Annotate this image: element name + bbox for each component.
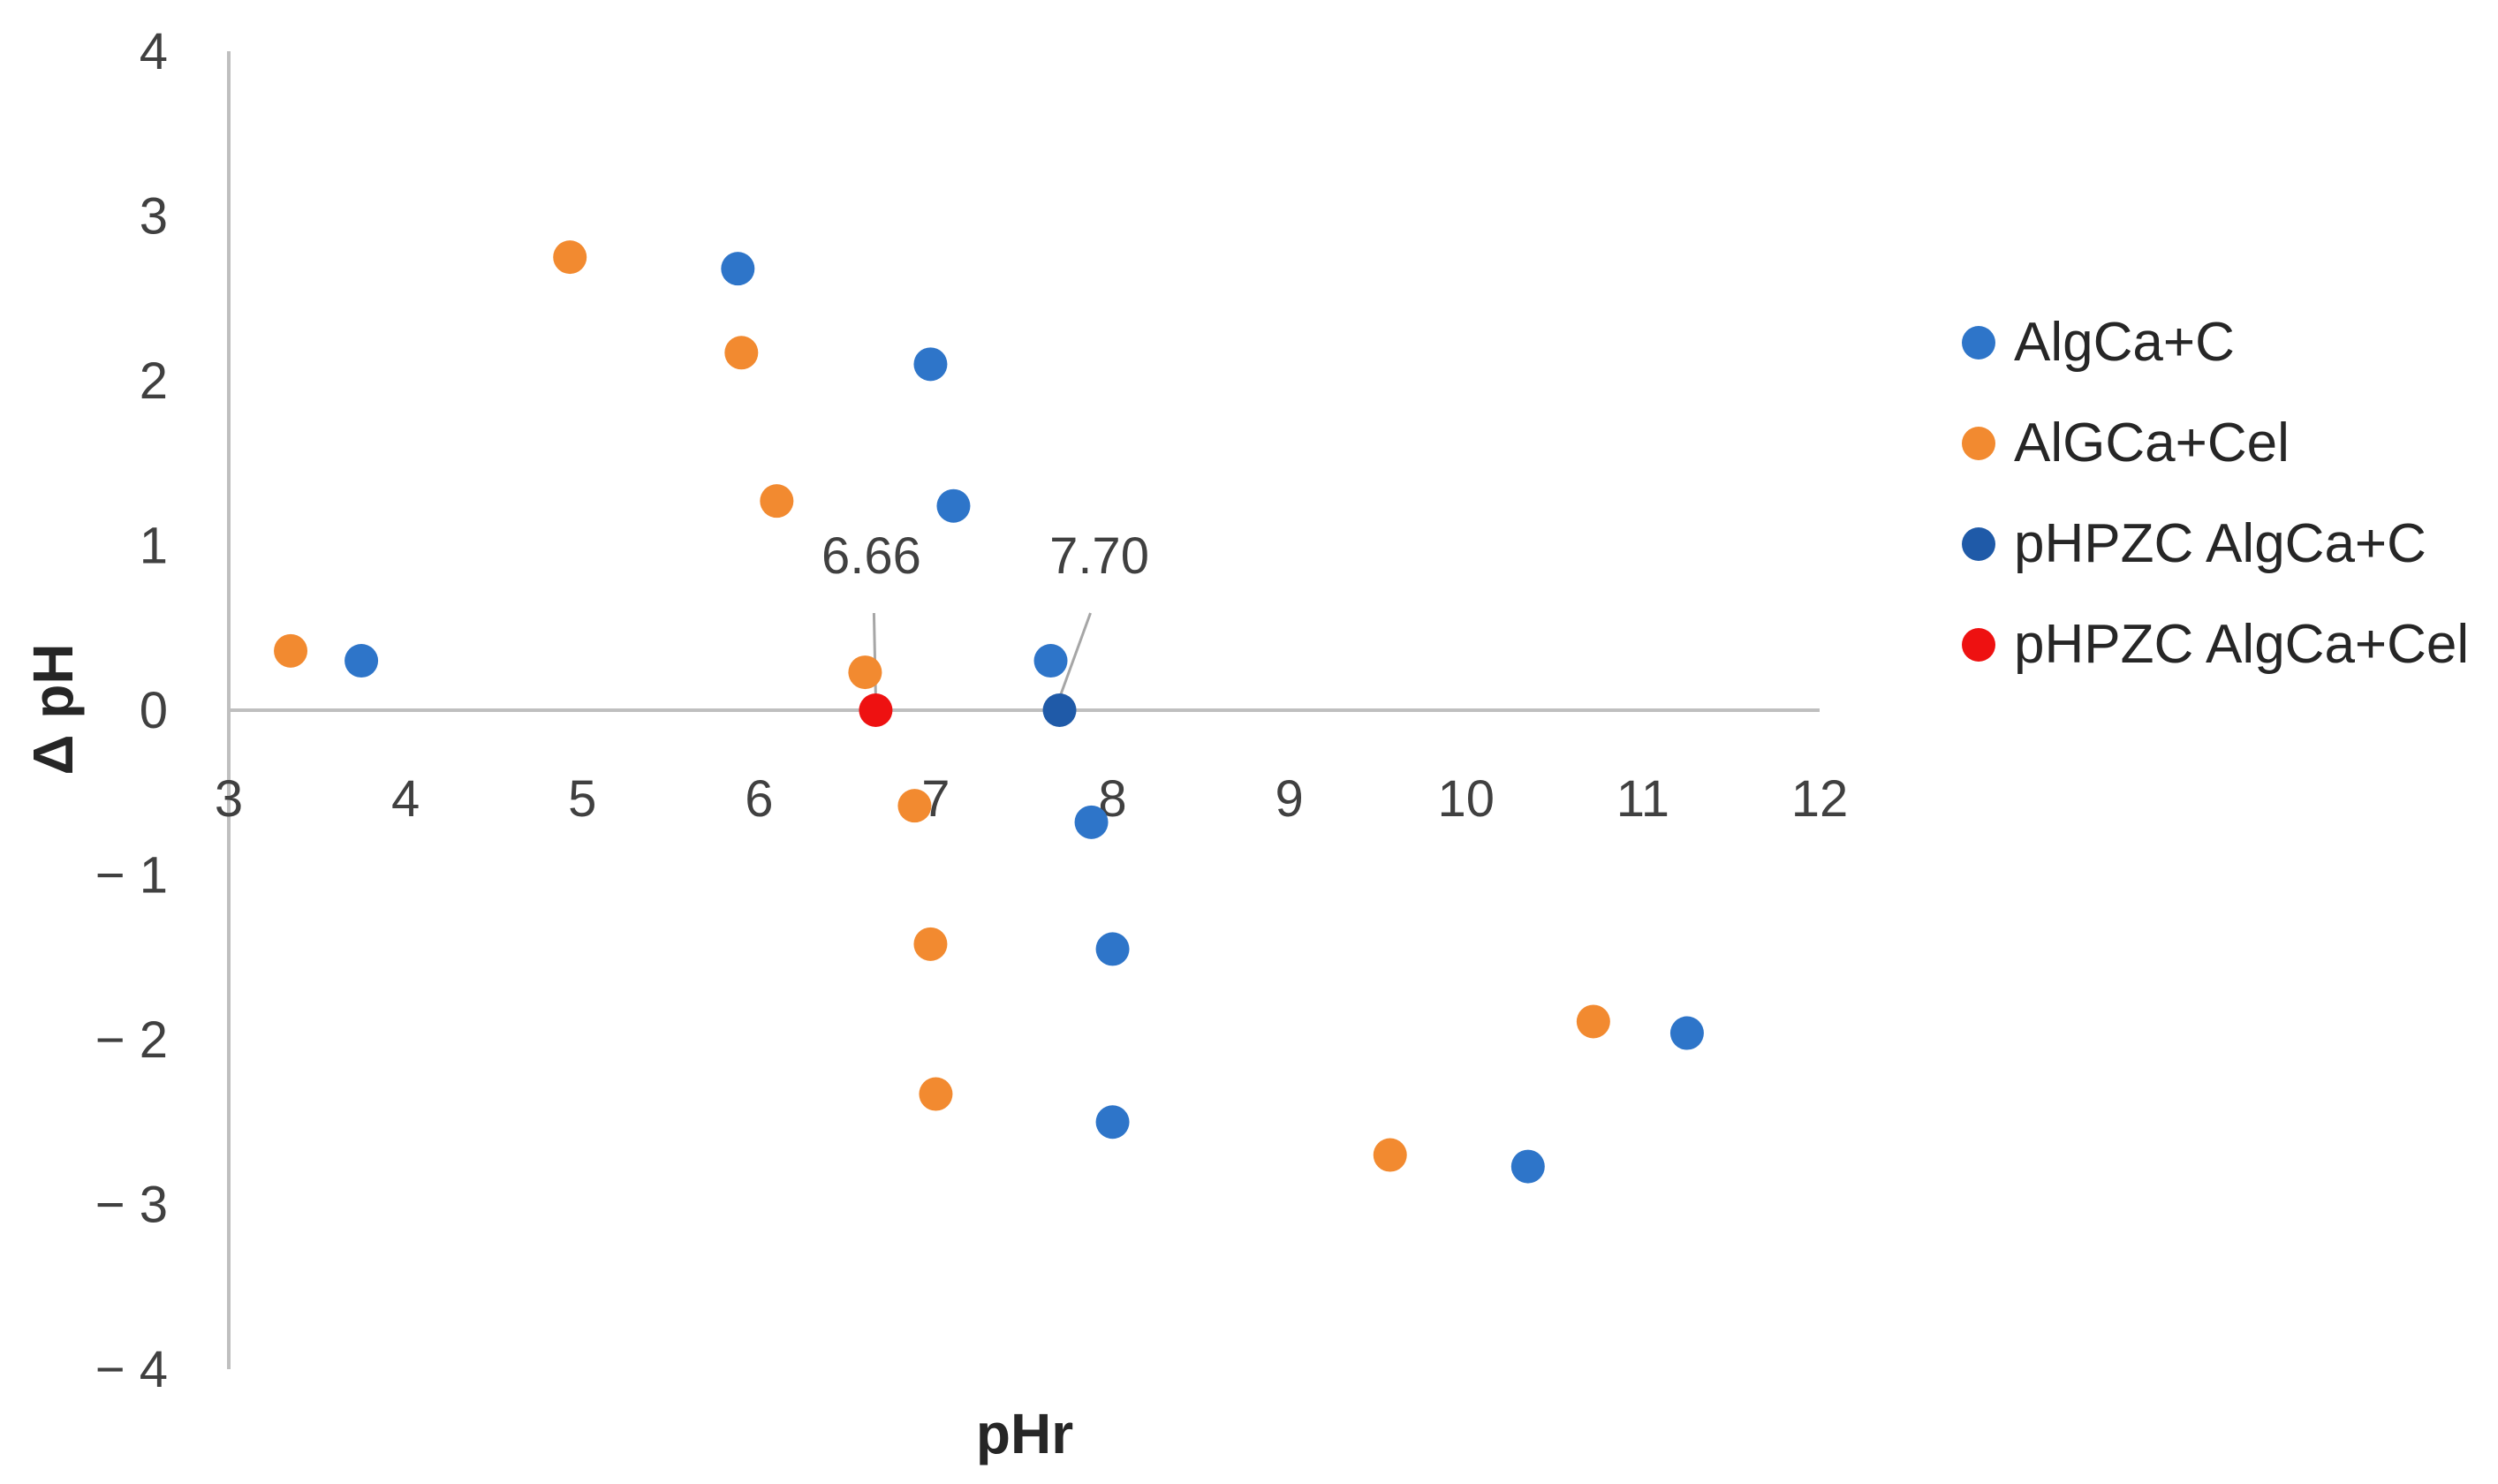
x-tick-label: 5 (568, 770, 596, 828)
y-tick-label: − 4 (95, 1341, 168, 1398)
data-points (274, 240, 1704, 1184)
annotation-label: 6.66 (821, 527, 921, 585)
data-point-series-1 (1510, 1149, 1545, 1184)
axes (227, 51, 1820, 1369)
legend-label: pHPZC AlgCa+Cel (2014, 614, 2469, 675)
y-tick-label: − 2 (95, 1011, 168, 1069)
x-tick-labels: 3 4 5 6 7 8 9 10 11 12 (215, 770, 1848, 828)
data-point-series-4 (859, 693, 893, 727)
legend-label: pHPZC AlgCa+C (2014, 513, 2426, 574)
data-point-series-1 (1669, 1016, 1704, 1050)
data-point-series-1 (1033, 644, 1068, 678)
data-point-series-1 (1074, 805, 1109, 839)
annotation-label: 7.70 (1049, 527, 1149, 585)
data-point-series-2 (724, 336, 759, 370)
data-point-series-2 (553, 240, 587, 275)
data-point-series-2 (919, 1077, 953, 1111)
y-axis-title: Δ pH (21, 643, 85, 775)
y-tick-label: − 1 (95, 847, 168, 905)
data-point-series-2 (760, 484, 794, 519)
y-tick-label: 3 (140, 188, 168, 246)
x-tick-label: 3 (215, 770, 243, 828)
legend-marker (1962, 326, 1995, 360)
data-point-series-2 (897, 789, 932, 823)
data-point-series-2 (913, 927, 948, 961)
x-tick-label: 10 (1438, 770, 1495, 828)
data-point-series-1 (1095, 932, 1130, 966)
x-tick-label: 6 (745, 770, 773, 828)
data-point-series-1 (721, 252, 755, 286)
legend: AlgCa+C AlGCa+Cel pHPZC AlgCa+C pHPZC AlgCa… (1962, 312, 2469, 675)
legend-marker (1962, 628, 1995, 662)
x-tick-label: 4 (391, 770, 420, 828)
x-tick-label: 11 (1616, 770, 1669, 828)
y-tick-label: 0 (140, 682, 168, 739)
data-point-series-2 (848, 655, 882, 690)
y-tick-label: − 3 (95, 1177, 168, 1234)
legend-marker (1962, 527, 1995, 561)
data-point-series-1 (1095, 1105, 1130, 1140)
data-point-series-1 (936, 488, 971, 523)
data-point-series-1 (344, 644, 379, 678)
x-tick-label: 12 (1791, 770, 1849, 828)
x-tick-label: 9 (1275, 770, 1304, 828)
data-point-series-3 (1042, 693, 1077, 727)
legend-label: AlgCa+C (2014, 312, 2235, 373)
y-tick-label: 2 (140, 352, 168, 410)
y-tick-label: 1 (140, 518, 168, 575)
y-tick-labels: 4 3 2 1 0 − 1 − 2 − 3 − 4 (95, 23, 168, 1398)
data-point-series-2 (1576, 1004, 1610, 1039)
legend-marker (1962, 427, 1995, 460)
data-point-series-2 (1373, 1138, 1407, 1172)
legend-label: AlGCa+Cel (2014, 413, 2290, 473)
y-tick-label: 4 (140, 23, 168, 80)
annotations: 6.66 7.70 (821, 527, 1149, 585)
data-point-series-2 (274, 633, 308, 668)
annotation-leader-line (1058, 612, 1092, 699)
data-point-series-1 (913, 347, 948, 382)
x-axis-title: pHr (976, 1402, 1073, 1465)
